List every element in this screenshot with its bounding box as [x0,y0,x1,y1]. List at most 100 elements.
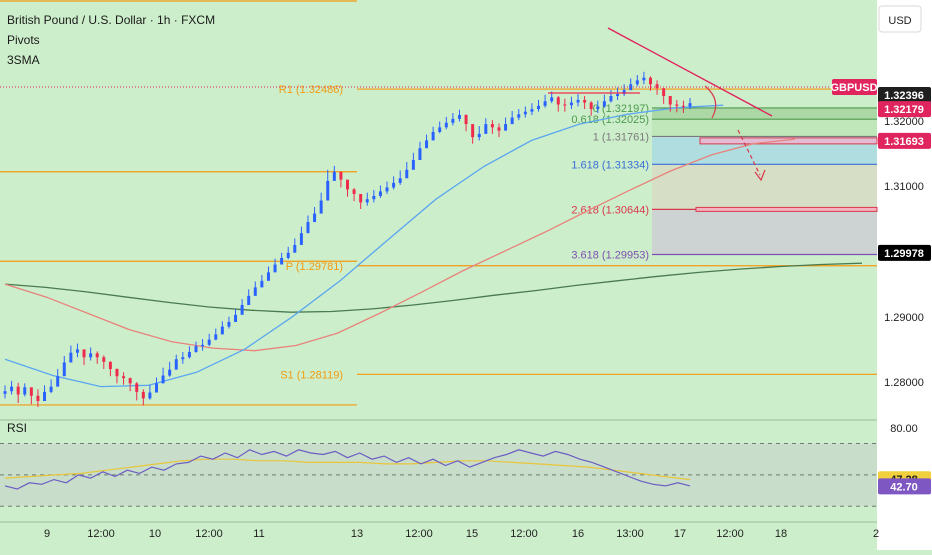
candle [365,192,369,206]
x-tick-label: 12:00 [87,528,115,540]
candle-body [556,97,560,105]
candle [115,368,119,384]
candle [464,114,468,132]
candle-body [247,295,251,306]
candle-body [457,114,461,119]
candle [457,109,461,122]
candle [299,226,303,245]
currency-button[interactable] [878,5,922,33]
candle [49,379,53,394]
candle [504,117,508,131]
candle-body [16,386,20,395]
candle [484,118,488,134]
price-axis-background [877,0,932,550]
candle-body [23,387,27,395]
candle-body [642,77,646,81]
candle [161,367,165,384]
rsi-title: RSI [7,421,27,435]
candle [675,99,679,113]
candle [128,377,132,392]
candle [517,109,521,121]
candle-body [214,334,218,340]
candle-body [148,392,152,399]
pivot-label-0: R1 (1.32486) [279,84,343,96]
price-label-bg [878,86,931,103]
candle [148,385,152,400]
candle [596,100,600,113]
candle [583,96,587,110]
candle-body [438,127,442,132]
candle-body [319,200,323,214]
candle-body [517,114,521,118]
candle-body [95,353,99,358]
candle [10,380,14,395]
candle [543,94,547,108]
x-tick-label: 13 [351,528,363,540]
candle [589,101,593,116]
candle-body [477,133,481,138]
candle [135,382,139,401]
rsi-value-1: 42.70 [890,481,918,493]
projection-arrow-2 [737,129,761,176]
x-tick-label: 12:00 [195,528,223,540]
candle [681,100,685,113]
currency-label: USD [888,15,911,27]
candle-body [602,101,606,107]
candle [286,246,290,260]
candle-body [688,103,692,107]
candle-body [563,104,567,106]
candle-body [530,109,534,112]
candle [471,124,475,144]
candle-body [596,106,600,110]
x-tick-label: 2 [873,528,879,540]
candle [576,94,580,107]
candle-body [43,391,47,402]
candle [108,361,112,377]
candle-body [510,117,514,125]
x-tick-label: 12:00 [510,528,538,540]
candle-body [550,97,554,102]
candle-body [82,349,86,358]
candle [293,238,297,253]
x-tick-label: 9 [44,528,50,540]
candle [194,341,198,353]
rsi-value-bg [878,478,931,495]
sma-fast-line [4,104,724,388]
x-tick-label: 10 [149,528,161,540]
x-tick-label: 15 [466,528,478,540]
candle [16,382,20,403]
candle [451,112,455,126]
candle [668,96,672,112]
fib-label-5: 3.618 (1.29953) [571,250,649,262]
fib-label-1: 0.618 (1.32025) [571,114,649,126]
candle-body [346,179,349,190]
candle [477,126,481,141]
candle-body [385,187,389,192]
price-label-bg [878,132,931,149]
candle [181,352,185,364]
candle-body [464,114,468,125]
candle [36,389,40,407]
candle-body [187,352,191,358]
candle-body [635,80,639,85]
candle [346,179,349,197]
candle-body [675,104,679,106]
candle [642,71,646,85]
price-label-bg [878,244,931,261]
candle-body [227,321,231,327]
candle-body [543,101,547,106]
x-tick-label: 12:00 [405,528,433,540]
y-tick-label: 1.28000 [884,377,924,389]
candle [510,111,514,125]
candle-body [220,326,224,335]
candle [616,87,620,100]
candle [438,121,442,134]
candle [102,355,106,370]
candle [260,274,264,288]
candle [530,103,534,115]
y-tick-label: 1.32000 [884,116,924,128]
candle [253,281,257,296]
candle [339,171,343,188]
